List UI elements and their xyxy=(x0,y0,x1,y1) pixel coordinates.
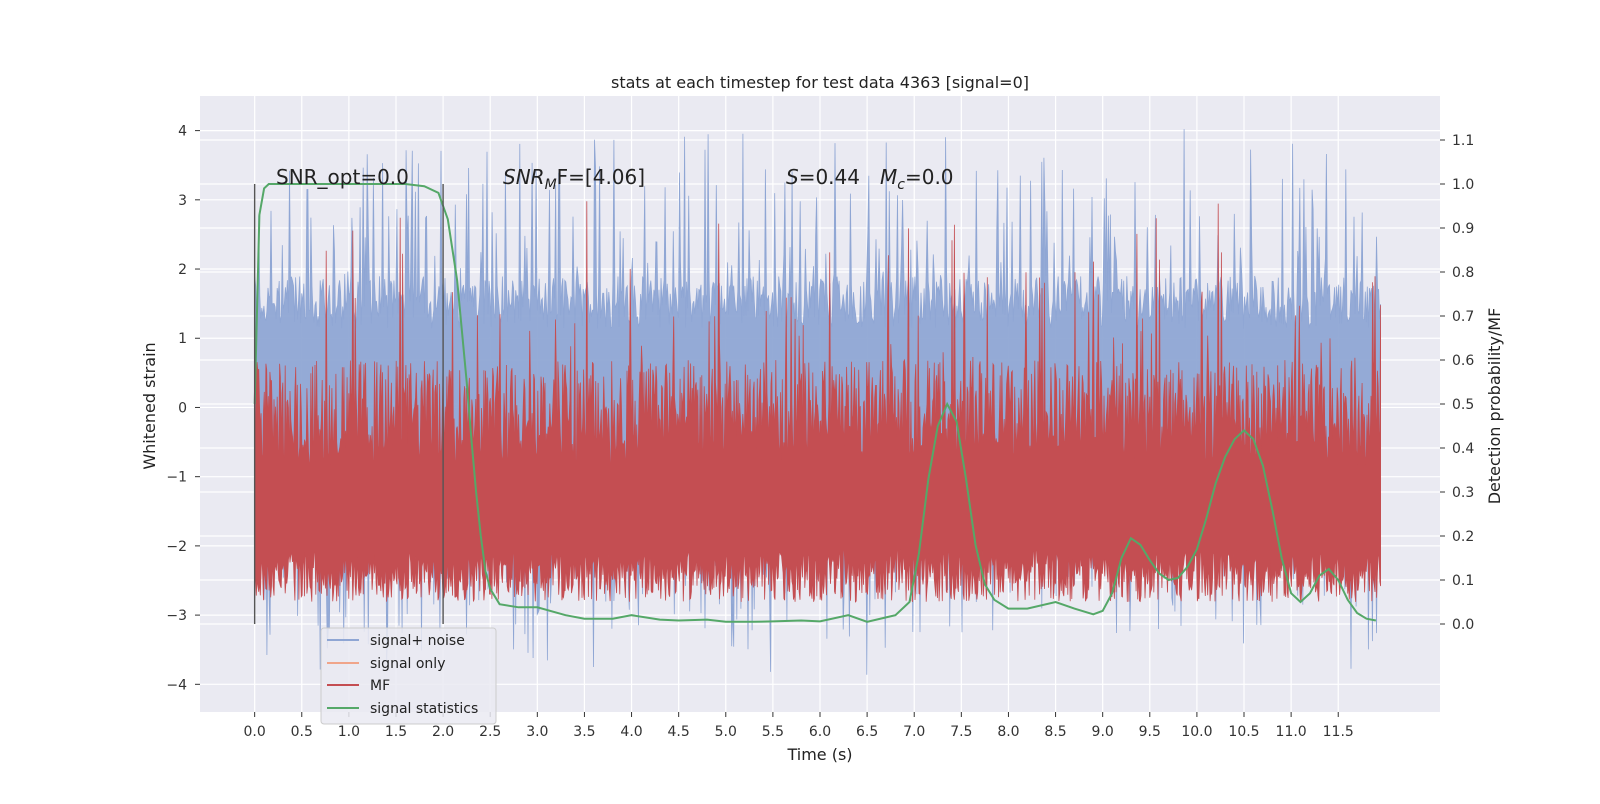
annotation-snr-mf: SNRMF=[4.06] xyxy=(503,165,645,193)
right-tick-label: 0.0 xyxy=(1452,617,1474,633)
right-tick-label: 0.3 xyxy=(1452,485,1474,501)
y-tick-label: 1 xyxy=(178,331,187,347)
series-signal-statistics xyxy=(253,183,1377,623)
right-tick-label: 0.7 xyxy=(1452,309,1474,325)
x-tick-label: 3.0 xyxy=(526,724,548,740)
x-tick-label: 6.0 xyxy=(809,724,831,740)
series-mf xyxy=(254,201,1381,603)
right-tick-label: 0.8 xyxy=(1452,265,1474,281)
x-tick-label: 7.0 xyxy=(903,724,925,740)
legend-label-mf: MF xyxy=(370,678,390,694)
right-tick-label: 0.6 xyxy=(1452,353,1474,369)
y-axis-label: Whitened strain xyxy=(140,342,159,469)
x-tick-label: 9.5 xyxy=(1139,724,1161,740)
annotation-s: S=0.44 xyxy=(786,165,860,189)
right-tick-label: 0.1 xyxy=(1452,573,1474,589)
x-tick-label: 9.0 xyxy=(1092,724,1114,740)
vertical-markers xyxy=(253,184,444,624)
y-tick-label: 3 xyxy=(178,193,187,209)
x-tick-label: 5.0 xyxy=(715,724,737,740)
legend-label-signal-noise: signal+ noise xyxy=(370,633,465,649)
y-tick-label: −2 xyxy=(166,539,187,555)
right-axis-label: Detection probability/MF xyxy=(1485,308,1504,505)
x-axis-ticks: 0.0 0.5 1.0 1.5 2.0 2.5 3.0 3.5 4.0 4.5 5.0 5.5 6.0 6… xyxy=(244,712,1354,740)
x-tick-label: 2.0 xyxy=(432,724,454,740)
right-axis-ticks: 1.1 1.0 0.9 0.8 0.7 0.6 0.5 0.4 0.3 0.2 0.1 0.0 xyxy=(1440,133,1474,633)
x-tick-label: 8.0 xyxy=(997,724,1019,740)
chart-title: stats at each timestep for test data 436… xyxy=(611,73,1029,92)
right-tick-label: 0.5 xyxy=(1452,397,1474,413)
x-tick-label: 11.5 xyxy=(1323,724,1354,740)
x-axis-label: Time (s) xyxy=(786,745,852,764)
x-tick-label: 2.5 xyxy=(479,724,501,740)
x-tick-label: 11.0 xyxy=(1276,724,1307,740)
x-tick-label: 0.0 xyxy=(244,724,266,740)
right-tick-label: 1.0 xyxy=(1452,177,1474,193)
annotation-mc: Mc=0.0 xyxy=(880,165,954,193)
legend-label-signal-only: signal only xyxy=(370,656,445,672)
right-tick-label: 0.2 xyxy=(1452,529,1474,545)
x-tick-label: 1.0 xyxy=(338,724,360,740)
annotations: SNR_opt=0.0 SNRMF=[4.06] S=0.44 Mc=0.0 xyxy=(276,165,954,193)
x-tick-label: 10.5 xyxy=(1228,724,1259,740)
x-tick-label: 10.0 xyxy=(1181,724,1212,740)
right-tick-label: 1.1 xyxy=(1452,133,1474,149)
x-tick-label: 4.0 xyxy=(620,724,642,740)
x-tick-label: 1.5 xyxy=(385,724,407,740)
right-tick-label: 0.9 xyxy=(1452,221,1474,237)
annotation-snr-opt: SNR_opt=0.0 xyxy=(276,165,409,189)
x-tick-label: 0.5 xyxy=(291,724,313,740)
x-tick-label: 3.5 xyxy=(573,724,595,740)
legend-label-signal-statistics: signal statistics xyxy=(370,701,478,717)
data-layer xyxy=(253,129,1381,675)
right-tick-label: 0.4 xyxy=(1452,441,1474,457)
legend-box xyxy=(320,627,497,725)
y-tick-label: −4 xyxy=(166,677,187,693)
y-tick-label: 4 xyxy=(178,124,187,140)
x-tick-label: 4.5 xyxy=(668,724,690,740)
y-axis-ticks: 4 3 2 1 0 −1 −2 −3 −4 xyxy=(166,124,200,693)
x-tick-label: 8.5 xyxy=(1044,724,1066,740)
legend: signal+ noise signal only MF signal stat… xyxy=(320,627,497,725)
x-tick-label: 6.5 xyxy=(856,724,878,740)
y-tick-label: −3 xyxy=(166,608,187,624)
x-tick-label: 7.5 xyxy=(950,724,972,740)
y-tick-label: 2 xyxy=(178,262,187,278)
x-tick-label: 5.5 xyxy=(762,724,784,740)
y-tick-label: 0 xyxy=(178,400,187,416)
y-tick-label: −1 xyxy=(166,470,187,486)
